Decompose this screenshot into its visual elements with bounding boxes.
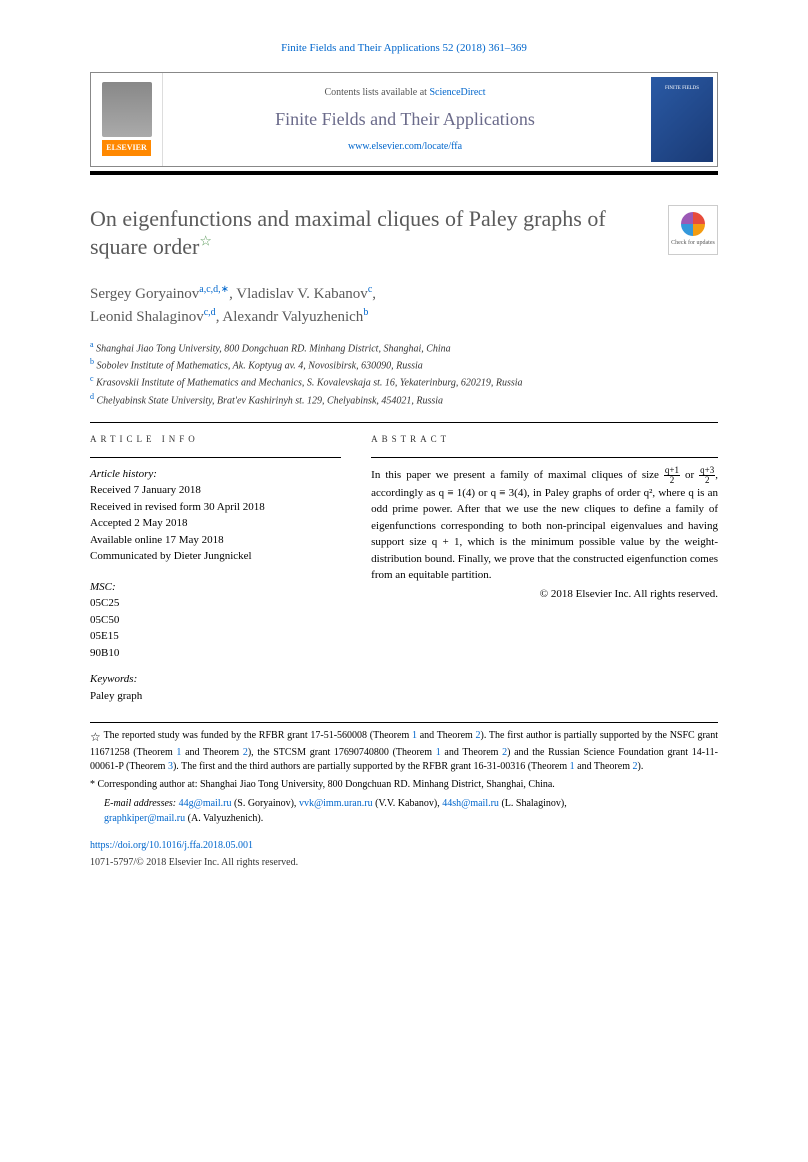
author-2: Vladislav V. Kabanov [236,286,368,302]
email-link[interactable]: 44g@mail.ru [179,798,232,809]
journal-cover-thumbnail[interactable]: FINITE FIELDS [651,77,713,162]
divider [90,422,718,423]
affil-c: c Krasovskii Institute of Mathematics an… [90,373,718,390]
info-abstract-row: ARTICLE INFO Article history: Received 7… [90,433,718,704]
title-text: On eigenfunctions and maximal cliques of… [90,206,606,260]
doi-link[interactable]: https://doi.org/10.1016/j.ffa.2018.05.00… [90,838,718,853]
author-2-sup: c [368,284,372,295]
title-row: On eigenfunctions and maximal cliques of… [90,205,718,262]
affil-a: a Shanghai Jiao Tong University, 800 Don… [90,339,718,356]
author-4: Alexandr Valyuzhenich [222,309,363,325]
funding-note: ☆ The reported study was funded by the R… [90,729,718,774]
check-updates-label: Check for updates [671,239,715,248]
copyright-line: 1071-5797/© 2018 Elsevier Inc. All right… [90,855,718,870]
journal-url[interactable]: www.elsevier.com/locate/ffa [348,139,462,154]
msc-list: 05C25 05C50 05E15 90B10 [90,595,341,661]
crossmark-icon [681,212,705,236]
msc-item: 05C50 [90,612,341,629]
journal-reference: Finite Fields and Their Applications 52 … [90,40,718,57]
msc-item: 05C25 [90,595,341,612]
header-center: Contents lists available at ScienceDirec… [163,73,647,166]
affiliations: a Shanghai Jiao Tong University, 800 Don… [90,339,718,408]
author-1-sup: a,c,d,∗ [199,284,229,295]
funding-star-icon: ☆ [199,235,212,250]
author-1: Sergey Goryainov [90,286,199,302]
email-label: E-mail addresses: [104,798,179,809]
msc-title: MSC: [90,579,341,596]
journal-title: Finite Fields and Their Applications [275,106,535,133]
corresponding-author: * Corresponding author at: Shanghai Jiao… [90,778,718,792]
sciencedirect-link[interactable]: ScienceDirect [429,87,485,98]
paper-title: On eigenfunctions and maximal cliques of… [90,205,648,262]
article-history: Article history: Received 7 January 2018… [90,466,341,565]
elsevier-label: ELSEVIER [102,140,150,156]
keywords-title: Keywords: [90,671,341,688]
article-info-header: ARTICLE INFO [90,433,341,447]
email-link[interactable]: graphkiper@mail.ru [104,813,185,824]
abstract-header: ABSTRACT [371,433,718,447]
email-addresses: E-mail addresses: 44g@mail.ru (S. Goryai… [90,796,718,826]
contents-prefix: Contents lists available at [324,87,429,98]
history-received: Received 7 January 2018 [90,482,341,499]
cover-text: FINITE FIELDS [665,85,699,93]
msc-item: 05E15 [90,628,341,645]
article-info-column: ARTICLE INFO Article history: Received 7… [90,433,341,704]
abstract-copyright: © 2018 Elsevier Inc. All rights reserved… [371,586,718,603]
history-communicated: Communicated by Dieter Jungnickel [90,548,341,565]
keywords-list: Paley graph [90,688,341,705]
check-updates-badge[interactable]: Check for updates [668,205,718,255]
abstract-column: ABSTRACT In this paper we present a fami… [371,433,718,704]
history-title: Article history: [90,466,341,483]
history-accepted: Accepted 2 May 2018 [90,515,341,532]
abstract-text: In this paper we present a family of max… [371,466,718,584]
elsevier-tree-icon [102,82,152,137]
authors-list: Sergey Goryainova,c,d,∗, Vladislav V. Ka… [90,282,718,329]
history-online: Available online 17 May 2018 [90,532,341,549]
email-link[interactable]: vvk@imm.uran.ru [299,798,373,809]
author-3: Leonid Shalaginov [90,309,204,325]
affil-d: d Chelyabinsk State University, Brat'ev … [90,391,718,408]
email-link[interactable]: 44sh@mail.ru [442,798,499,809]
contents-line: Contents lists available at ScienceDirec… [324,85,485,100]
journal-header: ELSEVIER Contents lists available at Sci… [90,72,718,167]
author-3-sup: c,d [204,307,216,318]
footer-divider [90,722,718,723]
author-4-sup: b [363,307,368,318]
history-revised: Received in revised form 30 April 2018 [90,499,341,516]
header-divider [90,171,718,175]
affil-b: b Sobolev Institute of Mathematics, Ak. … [90,356,718,373]
info-divider [90,457,341,458]
abstract-divider [371,457,718,458]
msc-item: 90B10 [90,645,341,662]
elsevier-logo[interactable]: ELSEVIER [91,73,163,166]
